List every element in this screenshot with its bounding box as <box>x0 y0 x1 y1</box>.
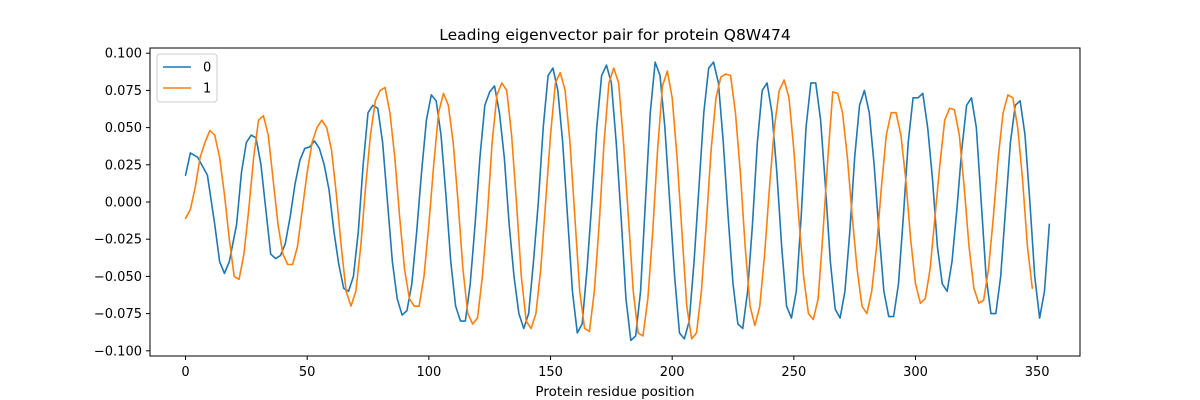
y-tick-label: 0.050 <box>105 121 142 136</box>
y-tick-label: 0.000 <box>105 196 142 211</box>
x-tick-label: 50 <box>299 365 316 380</box>
x-tick-label: 250 <box>781 365 806 380</box>
x-tick-label: 150 <box>538 365 563 380</box>
legend-label-0: 0 <box>203 61 211 76</box>
x-tick-label: 200 <box>660 365 685 380</box>
x-axis: 0 50 100 150 200 250 300 350 <box>181 356 1050 380</box>
y-tick-label: −0.100 <box>94 344 142 359</box>
plot-area <box>184 61 1051 342</box>
y-tick-label: −0.050 <box>94 270 142 285</box>
y-tick-label: −0.075 <box>94 307 142 322</box>
legend-label-1: 1 <box>203 82 211 97</box>
legend: 01 <box>156 53 218 103</box>
y-axis: −0.100 −0.075 −0.050 −0.025 0.000 0.025 0.050 0… <box>94 47 150 359</box>
x-tick-label: 350 <box>1025 365 1050 380</box>
series-line-1 <box>184 67 1034 340</box>
series-line-0 <box>184 61 1051 342</box>
y-tick-label: −0.025 <box>94 233 142 248</box>
x-tick-label: 0 <box>181 365 189 380</box>
y-tick-label: 0.100 <box>105 47 142 62</box>
y-tick-label: 0.025 <box>105 158 142 173</box>
y-tick-label: 0.075 <box>105 84 142 99</box>
x-axis-label: Protein residue position <box>535 384 694 400</box>
x-tick-label: 100 <box>416 365 441 380</box>
x-tick-label: 300 <box>903 365 928 380</box>
chart-title: Leading eigenvector pair for protein Q8W… <box>439 26 790 44</box>
legend-box <box>156 53 218 103</box>
